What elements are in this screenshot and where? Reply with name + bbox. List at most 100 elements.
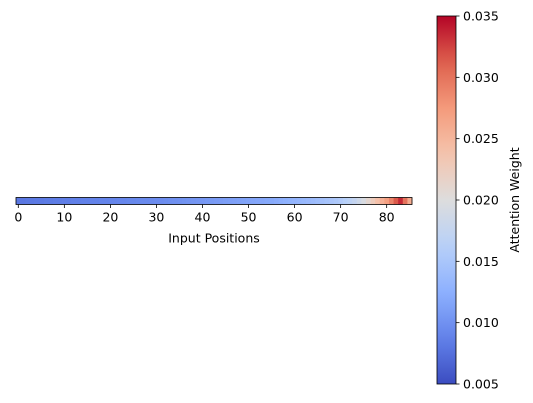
heatmap-cell: [218, 197, 224, 205]
heatmap-cell: [324, 197, 330, 205]
heatmap-cell: [181, 197, 187, 205]
heatmap-cell: [310, 197, 316, 205]
heatmap-cell: [135, 197, 141, 205]
heatmap-cell: [232, 197, 238, 205]
heatmap-cell: [365, 197, 371, 205]
heatmap-cell: [347, 197, 353, 205]
heatmap-cell: [296, 197, 302, 205]
heatmap-cell: [121, 197, 127, 205]
heatmap-cell: [117, 197, 123, 205]
heatmap-cell: [237, 197, 243, 205]
colorbar: [436, 15, 457, 385]
heatmap-cell: [306, 197, 312, 205]
heatmap-cell: [103, 197, 109, 205]
heatmap-cell: [85, 197, 91, 205]
heatmap-cell: [223, 197, 229, 205]
heatmap-cell: [227, 197, 233, 205]
heatmap-cell: [94, 197, 100, 205]
x-tick-label: 0: [14, 210, 22, 225]
heatmap-cell: [89, 197, 95, 205]
heatmap-cell: [264, 197, 270, 205]
heatmap-cell: [214, 197, 220, 205]
heatmap-cell: [52, 197, 58, 205]
heatmap-cell: [167, 197, 173, 205]
heatmap-cell: [292, 197, 298, 205]
heatmap-cell: [388, 197, 394, 205]
heatmap-cell: [34, 197, 40, 205]
heatmap-cell: [108, 197, 114, 205]
heatmap-cell: [342, 197, 348, 205]
heatmap-cell: [361, 197, 367, 205]
heatmap-cell: [301, 197, 307, 205]
heatmap-cell: [273, 197, 279, 205]
heatmap-cell: [384, 197, 390, 205]
heatmap-cell: [333, 197, 339, 205]
x-tick-label: 80: [379, 210, 395, 225]
heatmap-cell: [66, 197, 72, 205]
heatmap-cell: [43, 197, 49, 205]
colorbar-tick-label: 0.030: [463, 70, 499, 85]
colorbar-tick-label: 0.025: [463, 131, 499, 146]
heatmap-cell: [398, 197, 404, 205]
heatmap-cell: [269, 197, 275, 205]
heatmap-cell: [186, 197, 192, 205]
heatmap-cell: [80, 197, 86, 205]
x-tick-label: 10: [56, 210, 72, 225]
heatmap-cell: [352, 197, 358, 205]
heatmap-cell: [16, 197, 22, 205]
colorbar-tick-label: 0.020: [463, 193, 499, 208]
heatmap-cell: [140, 197, 146, 205]
heatmap-cell: [315, 197, 321, 205]
heatmap-cell: [319, 197, 325, 205]
heatmap-cell: [246, 197, 252, 205]
heatmap-cell: [379, 197, 385, 205]
colorbar-tick-label: 0.005: [463, 377, 499, 392]
heatmap-cell: [39, 197, 45, 205]
x-tick-label: 60: [287, 210, 303, 225]
heatmap-cell: [278, 197, 284, 205]
heatmap-cell: [29, 197, 35, 205]
heatmap-cell: [209, 197, 215, 205]
heatmap-cell: [356, 197, 362, 205]
x-tick-label: 70: [333, 210, 349, 225]
colorbar-tick-label: 0.035: [463, 9, 499, 24]
heatmap-cell: [200, 197, 206, 205]
heatmap-cell: [71, 197, 77, 205]
heatmap-cell: [144, 197, 150, 205]
heatmap-cell: [112, 197, 118, 205]
heatmap-cell: [407, 197, 413, 205]
heatmap-cell: [195, 197, 201, 205]
heatmap-cell: [177, 197, 183, 205]
x-tick-label: 20: [102, 210, 118, 225]
heatmap-cell: [75, 197, 81, 205]
heatmap-cell: [25, 197, 31, 205]
heatmap-cell: [250, 197, 256, 205]
heatmap-cell: [57, 197, 63, 205]
colorbar-axis: 0.005 0.010 0.015 0.020 0.025 0.030 0.035: [456, 9, 499, 392]
heatmap-cell: [190, 197, 196, 205]
x-tick-label: 30: [148, 210, 164, 225]
heatmap-cell: [204, 197, 210, 205]
heatmap-cell: [126, 197, 132, 205]
heatmap-cell: [20, 197, 26, 205]
colorbar-tick-label: 0.010: [463, 315, 499, 330]
heatmap-cell: [48, 197, 54, 205]
heatmap-cell: [158, 197, 164, 205]
heatmap-cell: [62, 197, 68, 205]
heatmap-cell: [283, 197, 289, 205]
colorbar-label: Attention Weight: [507, 147, 522, 252]
colorbar-tick-label: 0.015: [463, 254, 499, 269]
heatmap-cell: [402, 197, 408, 205]
heatmap-cell: [154, 197, 160, 205]
heatmap-cell: [255, 197, 261, 205]
heatmap-cells: [16, 197, 413, 205]
heatmap-cell: [163, 197, 169, 205]
heatmap-cell: [375, 197, 381, 205]
heatmap-frame: [15, 197, 413, 205]
heatmap-cell: [287, 197, 293, 205]
heatmap-cell: [172, 197, 178, 205]
heatmap-cell: [260, 197, 266, 205]
x-tick-label: 50: [241, 210, 257, 225]
x-axis: 0 10 20 30 40 50 60 70 80: [14, 204, 395, 225]
